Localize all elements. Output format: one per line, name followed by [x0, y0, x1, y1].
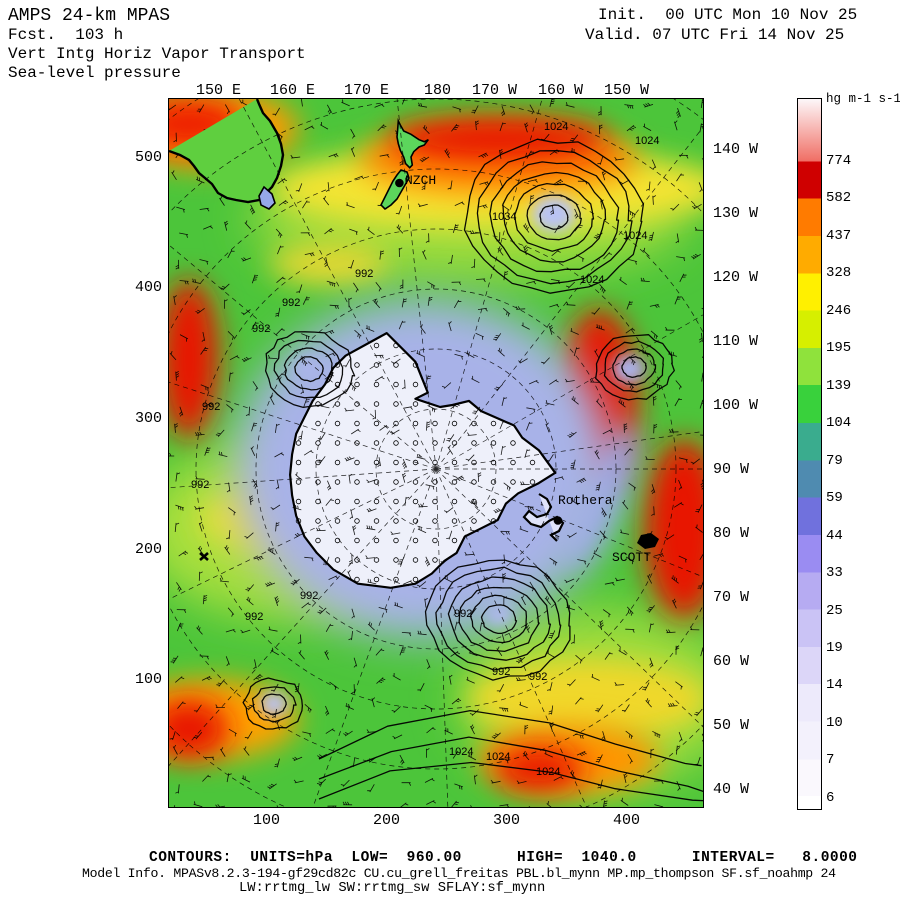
svg-text:1024: 1024 [635, 135, 659, 147]
svg-text:1024: 1024 [544, 121, 568, 133]
svg-text:992: 992 [355, 268, 373, 280]
svg-text:992: 992 [454, 608, 472, 620]
svg-text:1034: 1034 [492, 211, 516, 223]
svg-text:992: 992 [245, 611, 263, 623]
svg-text:992: 992 [202, 401, 220, 413]
svg-text:992: 992 [492, 666, 510, 678]
svg-text:1024: 1024 [449, 746, 473, 758]
svg-text:992: 992 [300, 590, 318, 602]
svg-text:992: 992 [282, 297, 300, 309]
svg-text:1024: 1024 [623, 230, 647, 242]
svg-text:1024: 1024 [536, 766, 560, 778]
svg-text:992: 992 [252, 323, 270, 335]
svg-text:1024: 1024 [486, 751, 510, 763]
svg-text:992: 992 [529, 671, 547, 683]
